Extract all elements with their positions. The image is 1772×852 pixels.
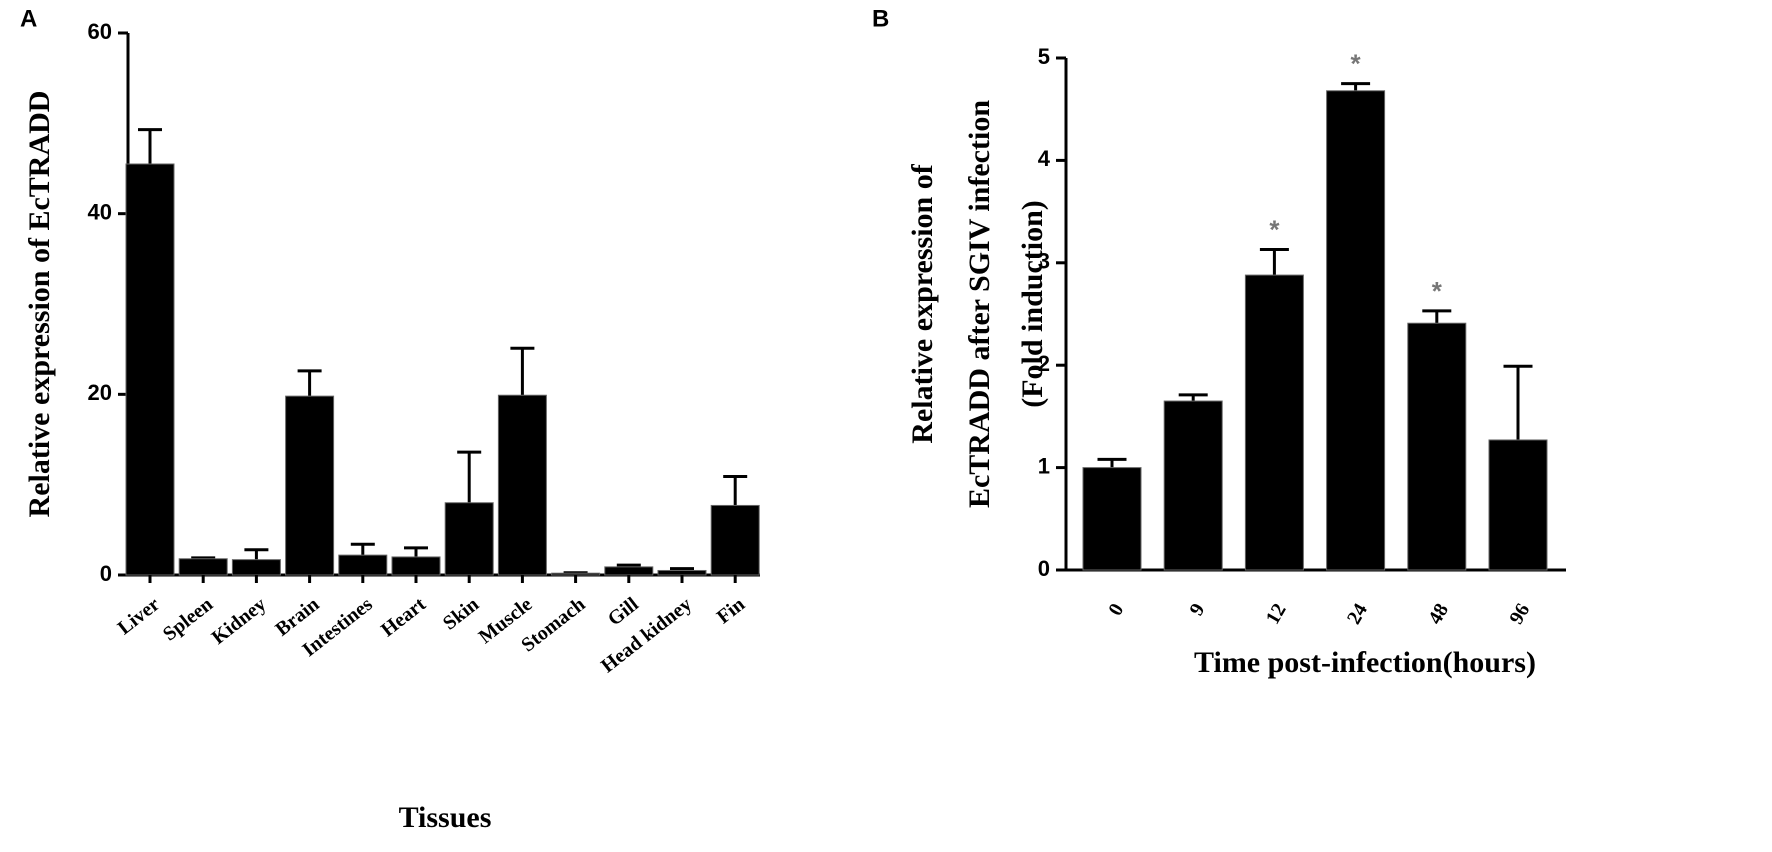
- significance-marker: *: [1432, 276, 1443, 306]
- x-axis-title: Tissues: [399, 801, 492, 834]
- bar: [1326, 90, 1386, 571]
- y-axis-title: Relative expression of: [906, 163, 939, 443]
- y-tick-label: 40: [88, 199, 112, 224]
- x-tick-label: 96: [1505, 600, 1534, 628]
- x-tick-label: 48: [1424, 600, 1453, 628]
- y-tick-label: 20: [88, 380, 112, 405]
- x-tick-label: 24: [1343, 600, 1372, 628]
- bar: [285, 395, 335, 576]
- bar: [444, 502, 494, 576]
- x-tick-label: Fin: [713, 593, 749, 628]
- x-tick-label: 0: [1104, 600, 1128, 620]
- panel-label: A: [20, 5, 37, 32]
- bar: [1163, 400, 1223, 571]
- panel-label: B: [872, 5, 889, 32]
- bar: [604, 566, 654, 576]
- y-tick-label: 2: [1038, 351, 1050, 376]
- bar: [1488, 439, 1548, 571]
- x-tick-label: 12: [1262, 600, 1291, 628]
- y-tick-label: 4: [1038, 146, 1051, 171]
- bar: [1082, 467, 1142, 571]
- bar: [178, 558, 228, 576]
- y-axis-title: EcTRADD after SGIV infection: [963, 100, 996, 508]
- x-tick-label: 9: [1185, 600, 1209, 620]
- y-tick-label: 5: [1038, 44, 1050, 69]
- significance-marker: *: [1351, 48, 1362, 78]
- x-axis-title: Time post-infection(hours): [1194, 646, 1536, 679]
- x-tick-label: Heart: [377, 593, 430, 641]
- x-tick-label: Gill: [604, 593, 643, 630]
- y-tick-label: 1: [1038, 453, 1050, 478]
- bar: [338, 554, 388, 576]
- y-tick-label: 60: [88, 19, 112, 44]
- y-tick-label: 0: [100, 561, 112, 586]
- bar: [1407, 322, 1467, 571]
- bar: [497, 394, 547, 576]
- bar: [1244, 274, 1304, 571]
- significance-marker: *: [1269, 214, 1280, 244]
- x-tick-label: Liver: [114, 593, 164, 639]
- bar: [391, 556, 441, 576]
- y-tick-label: 3: [1038, 249, 1050, 274]
- y-tick-label: 0: [1038, 556, 1050, 581]
- x-tick-label: Kidney: [208, 593, 271, 649]
- bar: [231, 559, 281, 576]
- x-tick-label: Spleen: [159, 593, 217, 645]
- y-axis-title: Relative expression of EcTRADD: [23, 91, 56, 518]
- bar: [710, 504, 760, 576]
- y-axis-title: (Fold induction): [1016, 200, 1049, 408]
- bar: [125, 163, 175, 576]
- bar: [657, 569, 707, 576]
- bar: [551, 572, 601, 576]
